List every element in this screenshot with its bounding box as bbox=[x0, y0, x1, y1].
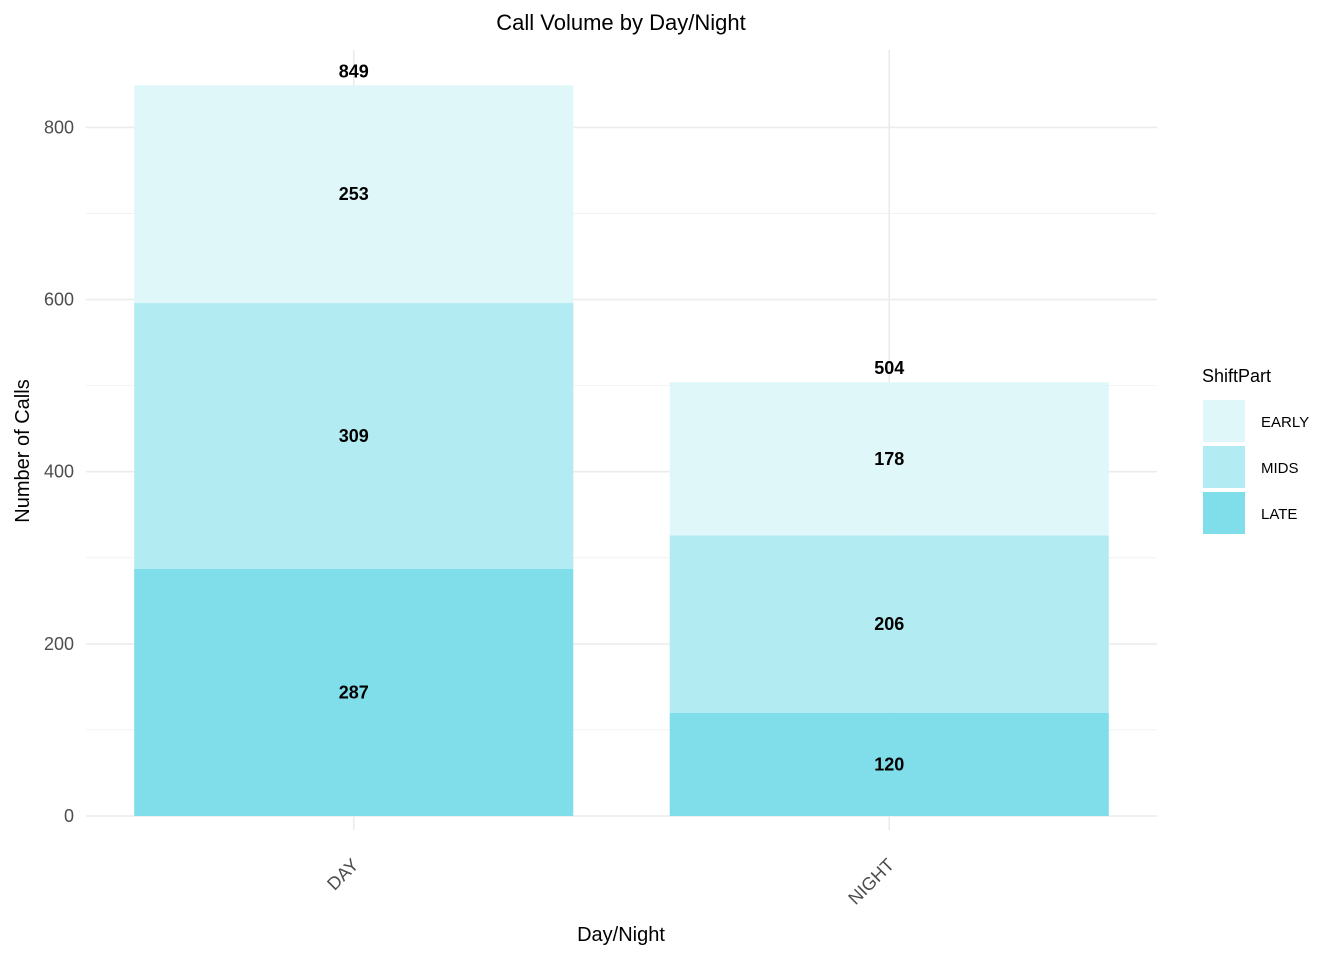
legend-key-early bbox=[1203, 400, 1245, 442]
segment-value-label: 309 bbox=[339, 426, 369, 446]
legend-label-early: EARLY bbox=[1261, 414, 1309, 431]
segment-value-label: 253 bbox=[339, 184, 369, 204]
segment-value-label: 178 bbox=[874, 449, 904, 469]
bar-segment-late-night bbox=[669, 712, 1109, 816]
legend-title: ShiftPart bbox=[1202, 366, 1271, 386]
legend-label-late: LATE bbox=[1261, 506, 1297, 523]
segment-value-label: 287 bbox=[339, 682, 369, 702]
bar-segment-late-day bbox=[134, 568, 574, 816]
total-value-label: 504 bbox=[874, 358, 904, 378]
legend-key-late bbox=[1203, 492, 1245, 534]
y-tick-label: 800 bbox=[44, 117, 74, 137]
bar-segment-early-day bbox=[134, 85, 574, 304]
legend-key-mids bbox=[1203, 446, 1245, 488]
bar-segment-mids-day bbox=[134, 303, 574, 569]
legend: ShiftPart EARLY MIDS LATE bbox=[1202, 366, 1309, 534]
legend-label-mids: MIDS bbox=[1261, 460, 1299, 477]
y-tick-label: 200 bbox=[44, 634, 74, 654]
bar-segment-mids-night bbox=[669, 535, 1109, 713]
x-tick-label: NIGHT bbox=[844, 855, 898, 909]
x-axis-title: Day/Night bbox=[577, 924, 665, 946]
x-tick-label: DAY bbox=[323, 855, 362, 894]
y-axis-title: Number of Calls bbox=[12, 379, 34, 522]
y-tick-label: 400 bbox=[44, 462, 74, 482]
segment-value-label: 206 bbox=[874, 614, 904, 634]
segment-value-label: 120 bbox=[874, 754, 904, 774]
total-value-label: 849 bbox=[339, 61, 369, 81]
bars bbox=[134, 85, 1109, 816]
data-labels: 287 309 253 849 120 206 178 504 bbox=[339, 61, 905, 774]
y-tick-label: 600 bbox=[44, 290, 74, 310]
chart-title: Call Volume by Day/Night bbox=[496, 10, 745, 35]
y-tick-label: 0 bbox=[64, 806, 74, 826]
bar-segment-early-night bbox=[669, 382, 1109, 536]
